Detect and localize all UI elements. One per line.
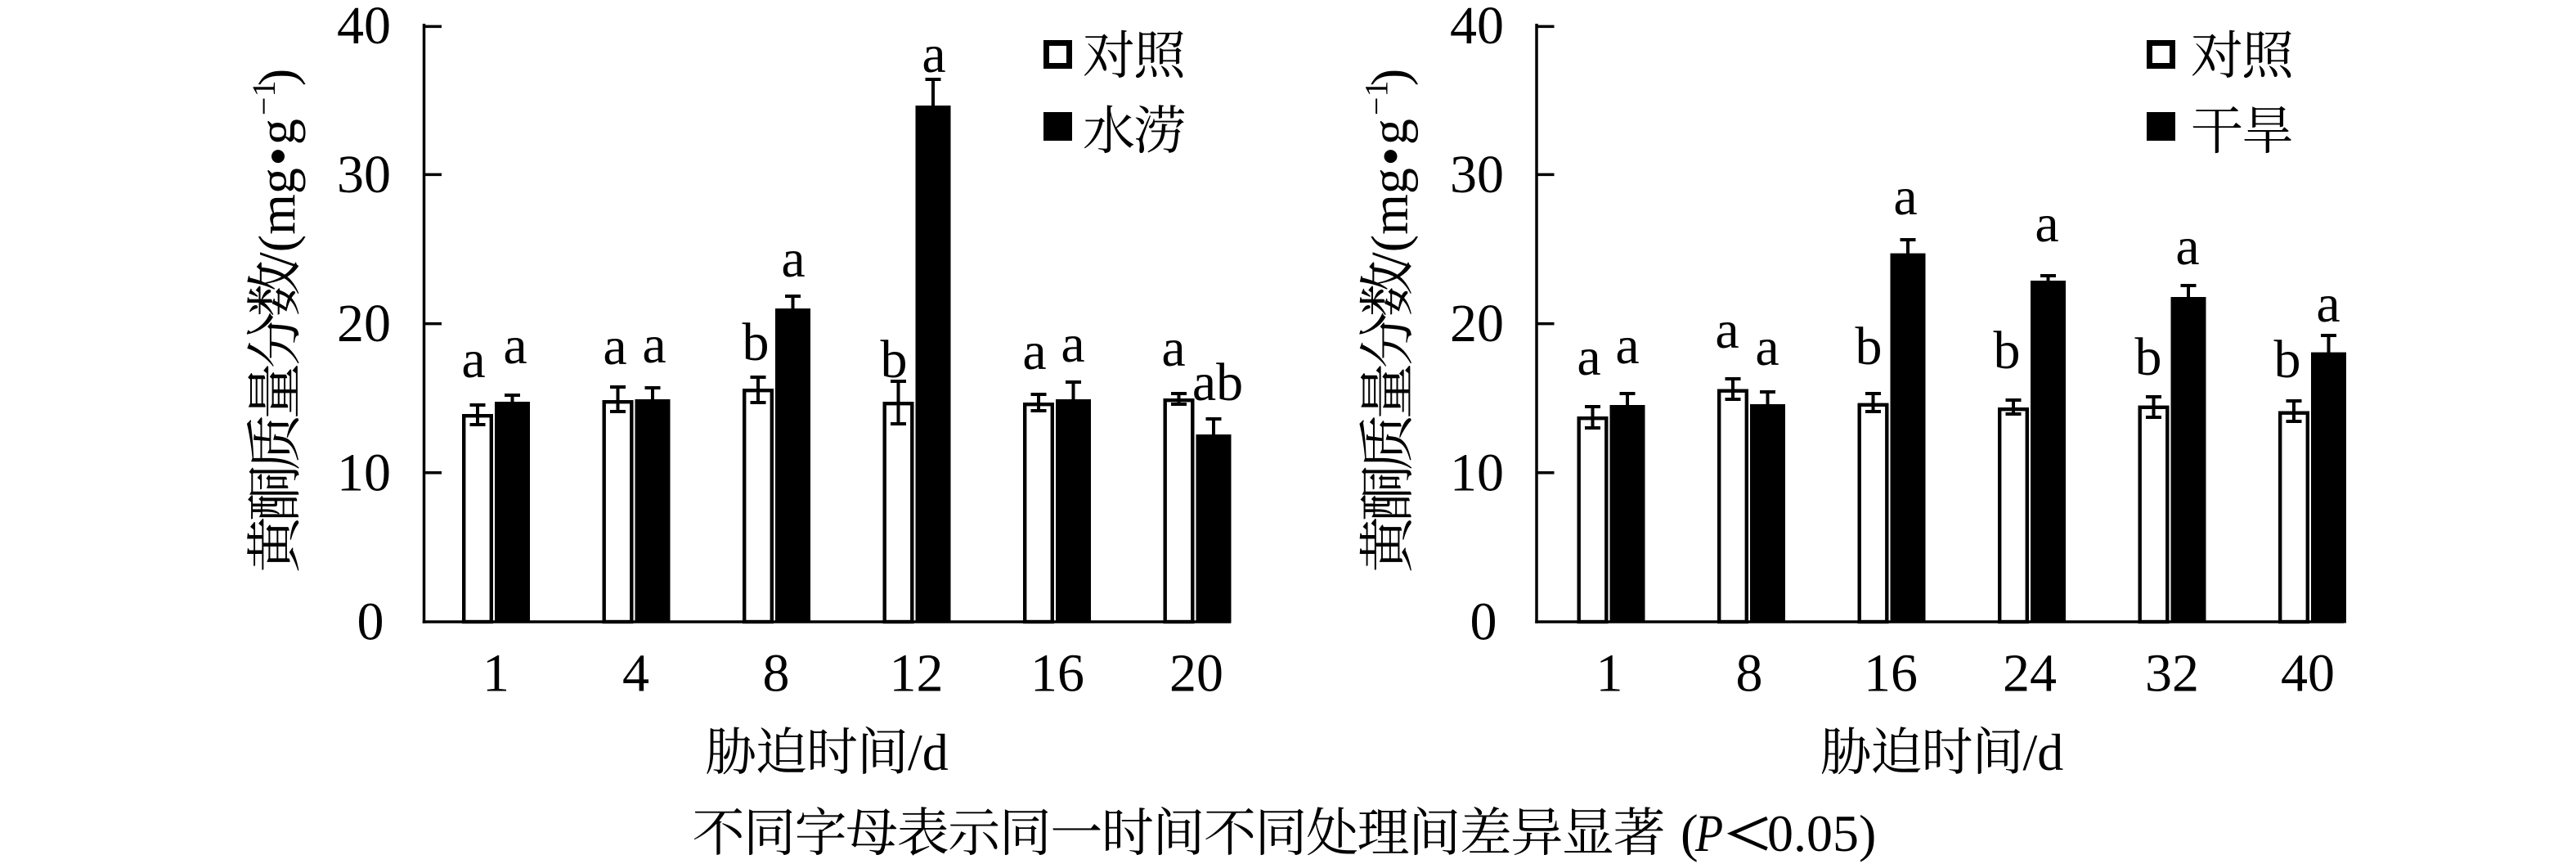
svg-text:a: a <box>1893 167 1917 227</box>
svg-text:16: 16 <box>1864 644 1918 704</box>
svg-text:24: 24 <box>2003 644 2057 704</box>
svg-text:20: 20 <box>1450 294 1504 353</box>
svg-text:a: a <box>1615 316 1639 376</box>
svg-text:(: ( <box>1681 804 1699 863</box>
svg-text:0: 0 <box>357 592 384 652</box>
svg-text:10: 10 <box>1450 443 1504 502</box>
svg-text:b: b <box>881 330 908 389</box>
svg-text:4: 4 <box>622 644 649 704</box>
svg-text:a: a <box>1022 322 1046 381</box>
svg-text:a: a <box>2175 217 2199 277</box>
svg-text:10: 10 <box>337 443 391 502</box>
svg-text:/d: /d <box>2023 723 2064 781</box>
svg-text:a: a <box>1715 300 1739 360</box>
svg-text:a: a <box>1161 318 1185 378</box>
svg-text:12: 12 <box>890 644 944 704</box>
svg-text:40: 40 <box>1450 0 1504 56</box>
svg-text:a: a <box>461 330 485 389</box>
svg-text:P: P <box>1694 804 1723 863</box>
svg-text:32: 32 <box>2145 644 2199 704</box>
svg-text:a: a <box>1755 317 1779 377</box>
svg-text:0: 0 <box>1470 592 1497 652</box>
svg-text:a: a <box>1577 327 1600 387</box>
svg-text:40: 40 <box>2281 644 2335 704</box>
svg-text:a: a <box>2035 194 2058 254</box>
svg-text:30: 30 <box>337 145 391 205</box>
svg-text:20: 20 <box>337 294 391 353</box>
svg-text:b: b <box>1994 321 2021 380</box>
svg-text:/(mg: /(mg <box>1361 168 1419 267</box>
svg-text:8: 8 <box>763 644 790 704</box>
svg-text:b: b <box>743 313 770 372</box>
svg-text:a: a <box>503 316 527 376</box>
svg-text:−1: −1 <box>245 81 282 116</box>
svg-text:/d: /d <box>908 723 949 781</box>
svg-text:16: 16 <box>1030 644 1084 704</box>
svg-text:/(mg: /(mg <box>248 168 306 267</box>
svg-text:30: 30 <box>1450 145 1504 205</box>
svg-text:a: a <box>1061 314 1084 374</box>
svg-text:): ) <box>1361 69 1419 86</box>
svg-text:a: a <box>2316 274 2340 334</box>
svg-text:1: 1 <box>1596 644 1623 704</box>
svg-text:−1: −1 <box>1358 81 1395 116</box>
svg-text:g: g <box>248 119 306 145</box>
svg-text:8: 8 <box>1736 644 1763 704</box>
svg-text:20: 20 <box>1169 644 1223 704</box>
svg-text:40: 40 <box>337 0 391 56</box>
svg-text:1: 1 <box>482 644 509 704</box>
svg-text:a: a <box>642 315 666 375</box>
svg-text:0.05): 0.05) <box>1767 804 1876 862</box>
svg-text:b: b <box>1856 317 1883 376</box>
svg-text:g: g <box>1361 119 1419 145</box>
svg-text:a: a <box>603 317 626 376</box>
svg-text:ab: ab <box>1192 353 1243 412</box>
svg-text:b: b <box>2274 330 2301 389</box>
svg-text:): ) <box>248 69 306 86</box>
svg-text:a: a <box>922 25 945 84</box>
svg-text:a: a <box>781 229 805 289</box>
svg-text:b: b <box>2135 327 2162 387</box>
